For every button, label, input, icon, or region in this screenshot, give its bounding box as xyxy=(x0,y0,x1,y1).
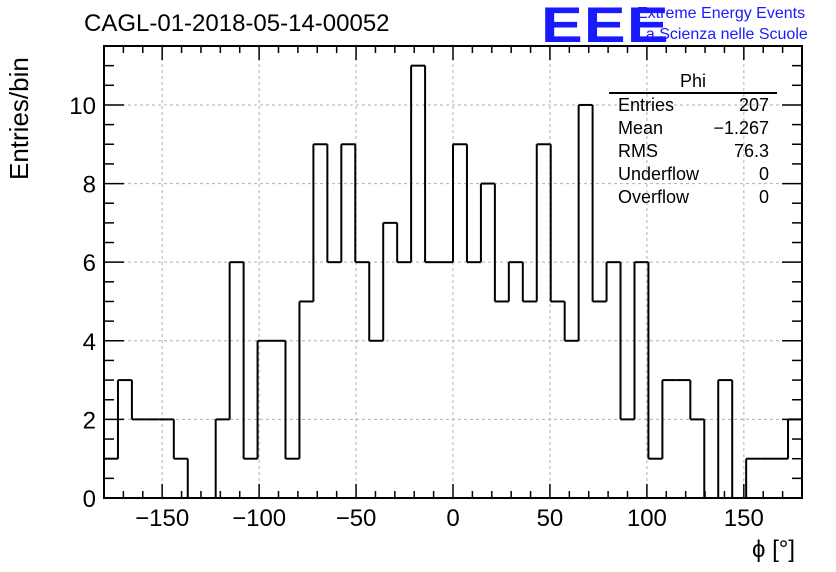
stats-value: 0 xyxy=(758,164,769,184)
stats-row-underflow: Underflow 0 xyxy=(609,163,777,186)
x-tick-label: 150 xyxy=(724,505,764,532)
y-tick-label: 2 xyxy=(83,407,96,434)
x-tick-label: −150 xyxy=(135,505,189,532)
x-axis-label: ϕ [°] xyxy=(752,536,796,563)
y-axis-label: Entries/bin xyxy=(4,57,34,180)
logo-line-2: La Scienza nelle Scuole xyxy=(637,26,808,43)
stats-label: Overflow xyxy=(618,187,690,207)
x-tick-label: 0 xyxy=(446,505,459,532)
stats-row-rms: RMS 76.3 xyxy=(609,140,777,163)
axis-tick-labels: −150 −100 −50 0 50 100 150 0 2 4 6 8 10 xyxy=(69,93,764,532)
stats-label: RMS xyxy=(618,141,658,161)
stats-label: Underflow xyxy=(618,164,700,184)
stats-row-mean: Mean −1.267 xyxy=(609,117,777,140)
stats-row-overflow: Overflow 0 xyxy=(609,186,777,209)
stats-title: Phi xyxy=(609,70,777,94)
x-tick-label: −50 xyxy=(336,505,377,532)
y-tick-label: 4 xyxy=(83,329,96,356)
eee-logo: EEE xyxy=(541,0,670,53)
x-tick-label: 100 xyxy=(627,505,667,532)
stats-row-entries: Entries 207 xyxy=(609,94,777,117)
chart-title: CAGL-01-2018-05-14-00052 xyxy=(84,10,390,37)
stats-value: 207 xyxy=(738,95,769,115)
y-tick-label: 10 xyxy=(69,93,96,120)
stats-label: Entries xyxy=(618,95,675,115)
stats-label: Mean xyxy=(618,118,664,138)
stats-value: 0 xyxy=(758,187,769,207)
stats-box: Phi Entries 207 Mean −1.267 RMS 76.3 Und… xyxy=(609,70,777,209)
stats-value: 76.3 xyxy=(733,141,769,161)
x-tick-label: 50 xyxy=(537,505,564,532)
y-tick-label: 6 xyxy=(83,250,96,277)
x-tick-label: −100 xyxy=(232,505,286,532)
stats-value: −1.267 xyxy=(713,118,769,138)
axis-ticks xyxy=(104,45,802,499)
histogram-bars xyxy=(103,64,803,499)
y-tick-label: 8 xyxy=(83,172,96,199)
y-tick-label: 0 xyxy=(83,486,96,513)
logo-line-1: Extreme Energy Events xyxy=(637,5,806,22)
